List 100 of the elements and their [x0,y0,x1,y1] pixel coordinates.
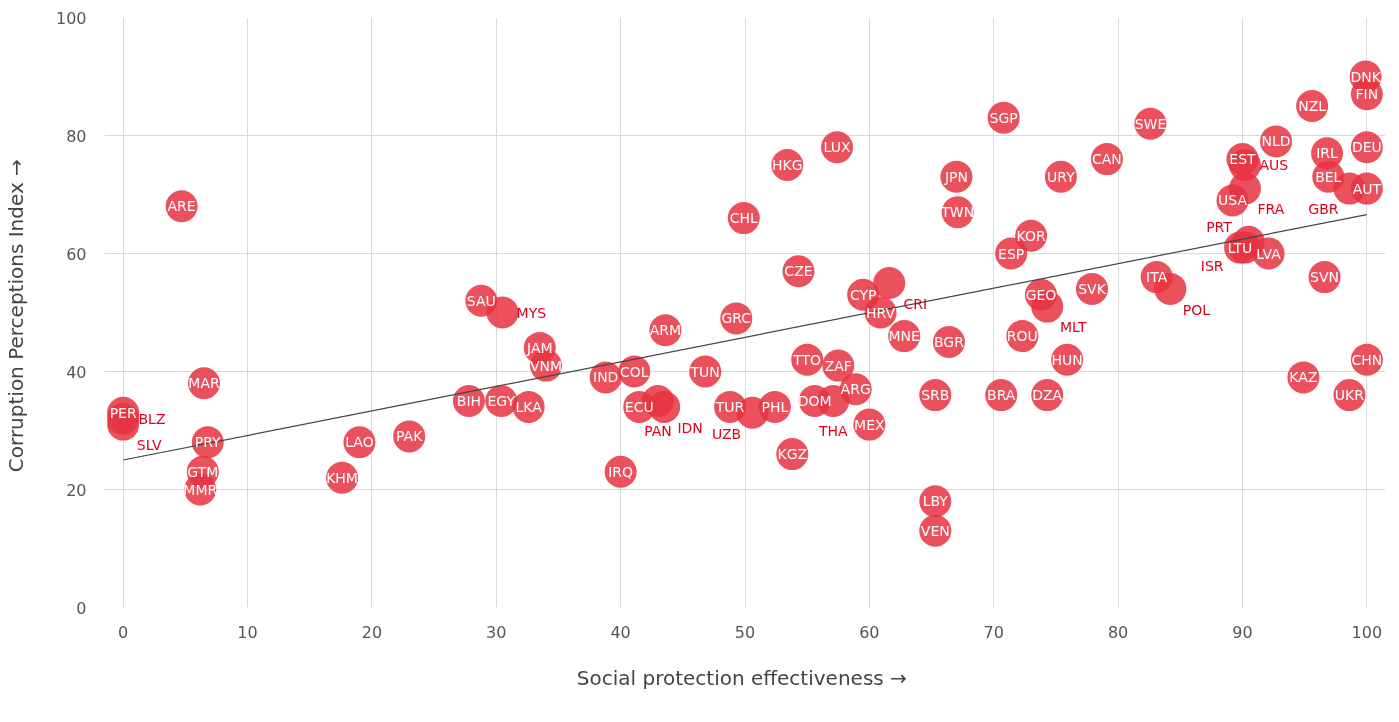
annotation: EGY [487,393,516,409]
y-tick-label: 80 [66,126,87,146]
annotation: PAN [644,423,672,440]
annotation: IRL [1316,145,1339,162]
annotation: UZB [711,425,742,442]
annotation: VNM [529,357,563,374]
annotation: GBR [1308,201,1339,218]
annotation: USA [1218,192,1248,209]
annotation: EST [1229,151,1257,168]
annotation: UKR [1334,387,1365,404]
annotation: SRB [921,387,950,404]
annotation: PRT [1206,218,1233,235]
annotation: ARM [649,322,682,339]
annotation: BEL [1315,168,1342,185]
annotation: DOM [797,393,832,409]
annotation: KOR [1016,227,1046,244]
annotation: AUT [1352,180,1382,197]
annotation: PAK [396,428,424,445]
annotation: TWN [940,204,975,221]
annotation: KAZ [1289,369,1318,386]
y-tick-label: 60 [66,244,87,264]
annotation: ROU [1006,328,1038,345]
annotation: IND [593,369,619,386]
annotation: DZA [1032,387,1063,404]
x-tick-label: 90 [1232,622,1253,642]
annotation: LBY [922,493,949,510]
annotation: COL [620,363,649,380]
annotation: IDN [677,419,703,436]
annotation: CYP [849,286,877,303]
x-tick-label: 30 [486,622,507,642]
annotation: DNK [1350,68,1382,85]
annotation: MAR [188,375,220,392]
annotation: ARG [840,381,871,398]
annotation: TTO [792,351,822,368]
annotation: LKA [515,398,543,415]
annotation: LUX [823,139,851,156]
x-tick-label: 60 [859,622,880,642]
annotation: KGZ [777,446,808,463]
y-tick-label: 20 [66,480,87,500]
y-tick-label: 100 [55,8,87,28]
annotation: ISR [1200,257,1224,274]
y-tick-label: 40 [66,362,87,382]
annotation: KHM [326,469,358,486]
annotation: BGR [934,334,965,350]
annotation: URY [1047,168,1076,185]
x-axis-title: Social protection effectiveness → [576,665,907,690]
x-tick-label: 10 [237,622,258,642]
annotation: NLD [1261,133,1291,150]
x-tick-label: 100 [1351,622,1383,642]
y-tick-label: 0 [76,598,87,618]
annotation: CHL [729,210,759,227]
x-tick-label: 0 [118,622,129,642]
annotation: THA [817,423,849,440]
annotation: ECU [624,398,654,415]
x-tick-label: 70 [983,622,1004,642]
annotation: GTM [187,463,219,480]
annotation: CAN [1092,151,1122,168]
annotation: TUN [689,363,720,380]
annotation: ESP [998,245,1025,262]
annotation: MEX [854,416,886,433]
annotation: LVA [1256,245,1282,262]
annotation: CZE [784,263,813,280]
annotation: MMR [183,481,218,498]
annotation: BIH [456,393,482,409]
annotation: NZL [1298,98,1327,114]
annotation: MLT [1059,319,1087,336]
annotation: IRQ [608,463,634,480]
annotation: SVK [1078,280,1107,297]
annotation: DEU [1351,139,1382,156]
annotation: SWE [1134,115,1167,132]
annotation: GEO [1025,286,1057,303]
annotation: HUN [1051,351,1083,368]
annotation: POL [1182,301,1211,318]
annotation: ZAF [824,357,852,374]
annotation: SLV [136,437,162,454]
annotation: CHN [1351,351,1383,368]
annotation: TUR [714,398,745,415]
annotation: FRA [1257,201,1285,218]
annotation: SGP [989,109,1018,126]
annotation: PER [109,404,137,421]
annotation: SVN [1310,269,1340,286]
annotation: LTU [1227,239,1253,256]
annotation: HKG [772,157,803,173]
x-tick-label: 50 [734,622,756,642]
annotation: ITA [1146,269,1168,286]
annotation: FIN [1355,86,1379,103]
annotation: VEN [920,522,950,539]
annotation: SAU [466,292,496,309]
annotation: JAM [526,339,553,356]
annotation: MYS [516,304,547,321]
x-tick-label: 40 [610,622,631,642]
y-axis-title: Corruption Perceptions Index → [3,159,28,473]
annotation: JPN [943,168,968,185]
annotation: BLZ [138,410,166,427]
annotation: ARE [167,198,196,215]
annotation: BRA [987,387,1016,404]
annotation: MNE [888,328,920,345]
x-tick-label: 80 [1107,622,1129,642]
annotation: LAO [345,434,374,451]
annotation: GRC [721,310,752,327]
